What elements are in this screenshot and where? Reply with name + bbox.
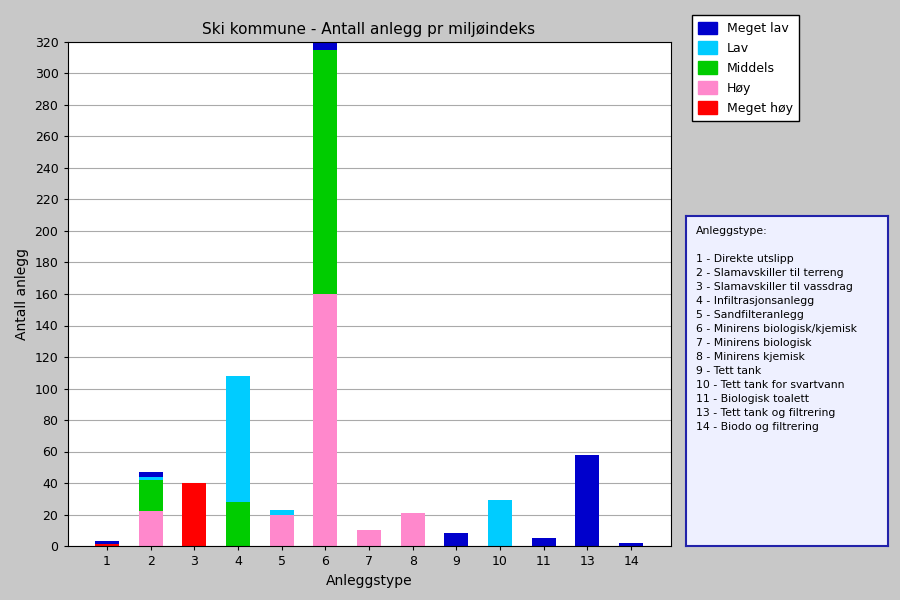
Bar [94, 544, 119, 546]
Y-axis label: Antall anlegg: Antall anlegg [15, 248, 29, 340]
Bar [313, 42, 338, 50]
Bar [313, 50, 338, 294]
Bar [183, 483, 206, 546]
Bar [400, 513, 425, 546]
Title: Ski kommune - Antall anlegg pr miljøindeks: Ski kommune - Antall anlegg pr miljøinde… [202, 22, 536, 37]
Bar [139, 472, 163, 476]
Bar [445, 533, 468, 546]
Bar [313, 294, 338, 546]
Bar [226, 502, 250, 546]
Legend: Meget lav, Lav, Middels, Høy, Meget høy: Meget lav, Lav, Middels, Høy, Meget høy [692, 15, 799, 121]
Bar [357, 530, 381, 546]
Bar [532, 538, 555, 546]
Bar [139, 476, 163, 480]
Bar [575, 455, 599, 546]
Text: Anleggstype:

1 - Direkte utslipp
2 - Slamavskiller til terreng
3 - Slamavskille: Anleggstype: 1 - Direkte utslipp 2 - Sla… [696, 226, 857, 432]
Bar [94, 541, 119, 544]
Bar [270, 514, 293, 546]
Bar [139, 480, 163, 511]
Bar [270, 510, 293, 514]
Bar [139, 511, 163, 546]
X-axis label: Anleggstype: Anleggstype [326, 574, 412, 587]
Bar [619, 543, 644, 546]
Bar [226, 376, 250, 502]
Bar [488, 500, 512, 546]
